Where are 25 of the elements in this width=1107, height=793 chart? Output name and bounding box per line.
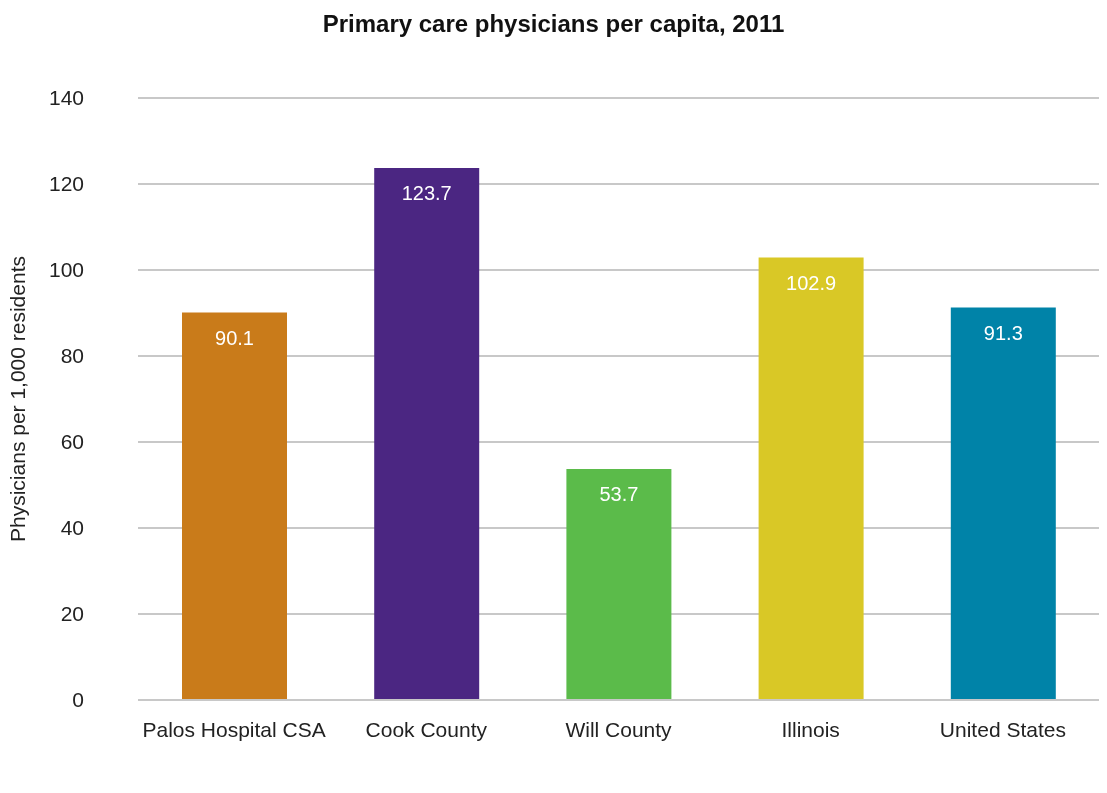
x-tick-label: United States [939,717,1066,741]
y-tick-label: 40 [60,516,84,540]
y-axis-title: Physicians per 1,000 residents [6,256,30,542]
bar [950,307,1056,700]
y-tick-label: 120 [48,172,84,196]
bar [758,257,864,700]
data-label: 90.1 [215,326,254,349]
data-label: 53.7 [599,483,639,506]
bar [374,168,480,700]
y-tick-label: 100 [48,258,84,282]
bar [566,469,672,700]
data-label: 102.9 [786,271,837,294]
y-tick-label: 20 [60,602,84,626]
y-tick-label: 80 [60,344,84,368]
bar [182,312,287,700]
data-label: 91.3 [983,321,1023,344]
chart-title: Primary care physicians per capita, 2011 [321,10,786,39]
data-label: 123.7 [401,182,452,205]
x-tick-label: Palos Hospital CSA [142,717,326,741]
x-tick-label: Illinois [781,717,840,741]
y-tick-label: 0 [72,688,84,712]
x-tick-label: Will County [565,717,673,741]
y-tick-label: 140 [48,86,84,110]
y-tick-label: 60 [60,430,84,454]
x-tick-label: Cook County [365,717,488,741]
